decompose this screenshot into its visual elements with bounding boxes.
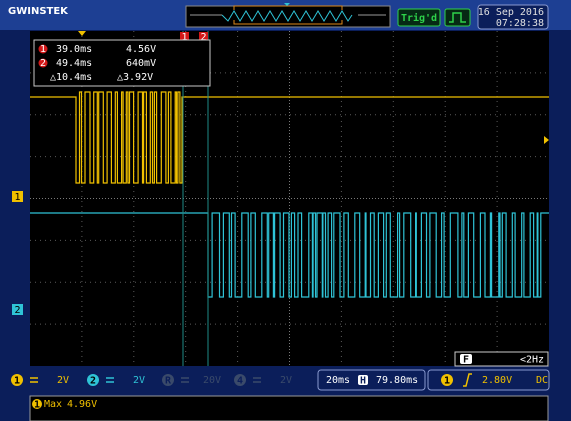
cursor-marker-2 [199,32,208,41]
ch1-coupling [30,377,38,383]
ch1-marker [12,191,23,202]
overview-trigger [284,3,290,6]
cursor-marker-1-label: 1 [181,32,187,43]
trigger-box [427,369,550,391]
trigger-level [544,136,549,144]
datetime-box [477,4,549,30]
ch4-icon [234,374,246,386]
brand: GWINSTEK [8,6,69,17]
cursor-2-icon [38,58,48,68]
timebase-scale: 20ms [326,375,350,386]
ch2-trace [30,212,549,298]
trigger-source-icon [441,374,453,386]
ch4-coupling [253,377,261,383]
frequency-box [454,351,549,367]
frequency-icon-box [460,354,472,364]
timebase-box [317,369,426,391]
ch2-scale: 2V [133,375,145,386]
cursor-marker-2-label: 2 [200,32,206,43]
cursor-1-icon [38,44,48,54]
measurement-source: 1 [34,400,40,411]
timebase-icon: H [360,376,366,387]
waveforms [30,91,549,298]
acquire-mode-box [444,8,471,27]
ch3-coupling [181,377,189,383]
measurement-source-icon [32,399,42,409]
ch2-id: 2 [90,376,96,387]
ch1-scale: 2V [57,375,69,386]
date: 16 Sep 2016 [478,7,544,18]
cursor-delta-value: △3.92V [117,72,153,83]
trigger-coupling: DC [536,375,548,386]
frequency-value: <2Hz [520,355,544,366]
ch1-trace [30,91,549,184]
cursor-2-value: 640mV [126,58,156,69]
cursor-2-id: 2 [40,58,46,69]
grid [30,31,549,366]
ch3-id: R [165,376,172,387]
cursor-1-id: 1 [40,44,46,55]
ch1-icon [11,374,23,386]
cursor-delta-time: △10.4ms [50,72,92,83]
overview-window [233,5,343,25]
timebase-position: 79.80ms [376,375,418,386]
ch2-marker [12,304,23,315]
trigger-status-box [397,8,441,27]
cursor-1-time: 39.0ms [56,44,92,55]
ch1-id: 1 [14,376,20,387]
cursor-1-value: 4.56V [126,44,156,55]
ch3-icon [162,374,174,386]
measurement-value: 4.96V [67,399,97,410]
ch2-coupling [106,377,114,383]
ch1-marker-label: 1 [14,192,20,203]
time: 07:28:38 [496,18,544,29]
cursor-readout [33,39,211,87]
cursor-marker-1 [180,32,189,41]
trigger-slope [463,373,472,387]
ch4-id: 4 [237,376,243,387]
trigger-status: Trig'd [401,12,437,24]
trigger-source: 1 [444,376,450,387]
measurement-box [29,395,549,421]
timebase-icon-box [358,375,368,385]
ch4-scale: 2V [280,375,292,386]
frequency-icon: F [463,355,469,366]
overview-wave [221,10,353,22]
trigger-level: 2.80V [482,375,512,386]
cursor-2-time: 49.4ms [56,58,92,69]
ch2-marker-label: 2 [14,305,20,316]
trigger-position [78,31,86,36]
ch3-scale: 20V [203,375,221,386]
acquire-mode-icon [449,12,466,23]
ch2-icon [87,374,99,386]
measurement-label: Max [44,399,62,410]
